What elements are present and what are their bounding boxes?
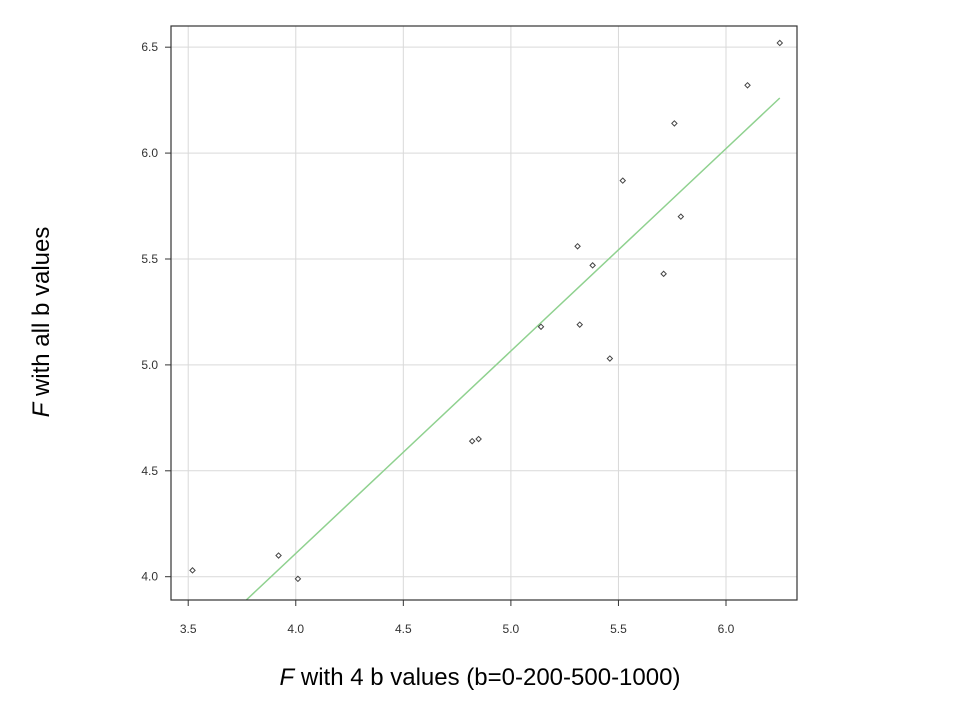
data-point xyxy=(589,262,596,269)
data-point xyxy=(776,39,784,47)
y-axis-label: F with all b values xyxy=(28,227,56,418)
data-point xyxy=(275,552,282,559)
data-point xyxy=(744,81,751,89)
plot-frame xyxy=(170,25,798,601)
data-point xyxy=(677,213,685,220)
x-axis-label-text: with 4 b values (b=0-200-500-1000) xyxy=(294,664,681,691)
x-tick-label: 5.5 xyxy=(610,622,627,636)
data-point xyxy=(606,355,614,362)
x-axis-label-variable: F xyxy=(279,664,295,691)
y-tick-label: 6.0 xyxy=(141,146,158,160)
x-tick-label: 6.0 xyxy=(718,622,735,636)
data-point xyxy=(574,242,581,250)
regression-line xyxy=(245,97,781,601)
data-point xyxy=(537,323,545,331)
data-point xyxy=(189,567,196,574)
data-point xyxy=(576,321,584,328)
data-point xyxy=(294,575,302,583)
x-tick-label: 3.5 xyxy=(180,622,197,636)
y-axis-label-text: with all b values xyxy=(28,226,55,403)
data-point xyxy=(660,270,667,278)
grid-lines xyxy=(171,26,797,600)
regression-line-layer xyxy=(245,97,781,601)
data-point xyxy=(468,437,476,445)
x-tick-label: 4.0 xyxy=(287,622,304,636)
y-tick-label: 5.0 xyxy=(141,358,158,372)
y-tick-label: 6.5 xyxy=(141,40,158,54)
x-axis-label: F with 4 b values (b=0-200-500-1000) xyxy=(0,664,960,692)
y-tick-label: 4.5 xyxy=(141,464,158,478)
data-point xyxy=(671,120,678,127)
axis-ticks: 3.5 4.0 4.5 5.0 5.5 6.0 4.0 4.5 5.0 5.5 6.0 6.5 xyxy=(141,40,734,636)
y-tick-label: 4.0 xyxy=(141,570,158,584)
data-points xyxy=(189,39,784,583)
data-point xyxy=(619,177,627,184)
data-point xyxy=(475,435,482,443)
y-axis-label-variable: F xyxy=(28,402,55,418)
x-tick-label: 4.5 xyxy=(395,622,412,636)
x-tick-label: 5.0 xyxy=(503,622,520,636)
y-tick-label: 5.5 xyxy=(141,252,158,266)
